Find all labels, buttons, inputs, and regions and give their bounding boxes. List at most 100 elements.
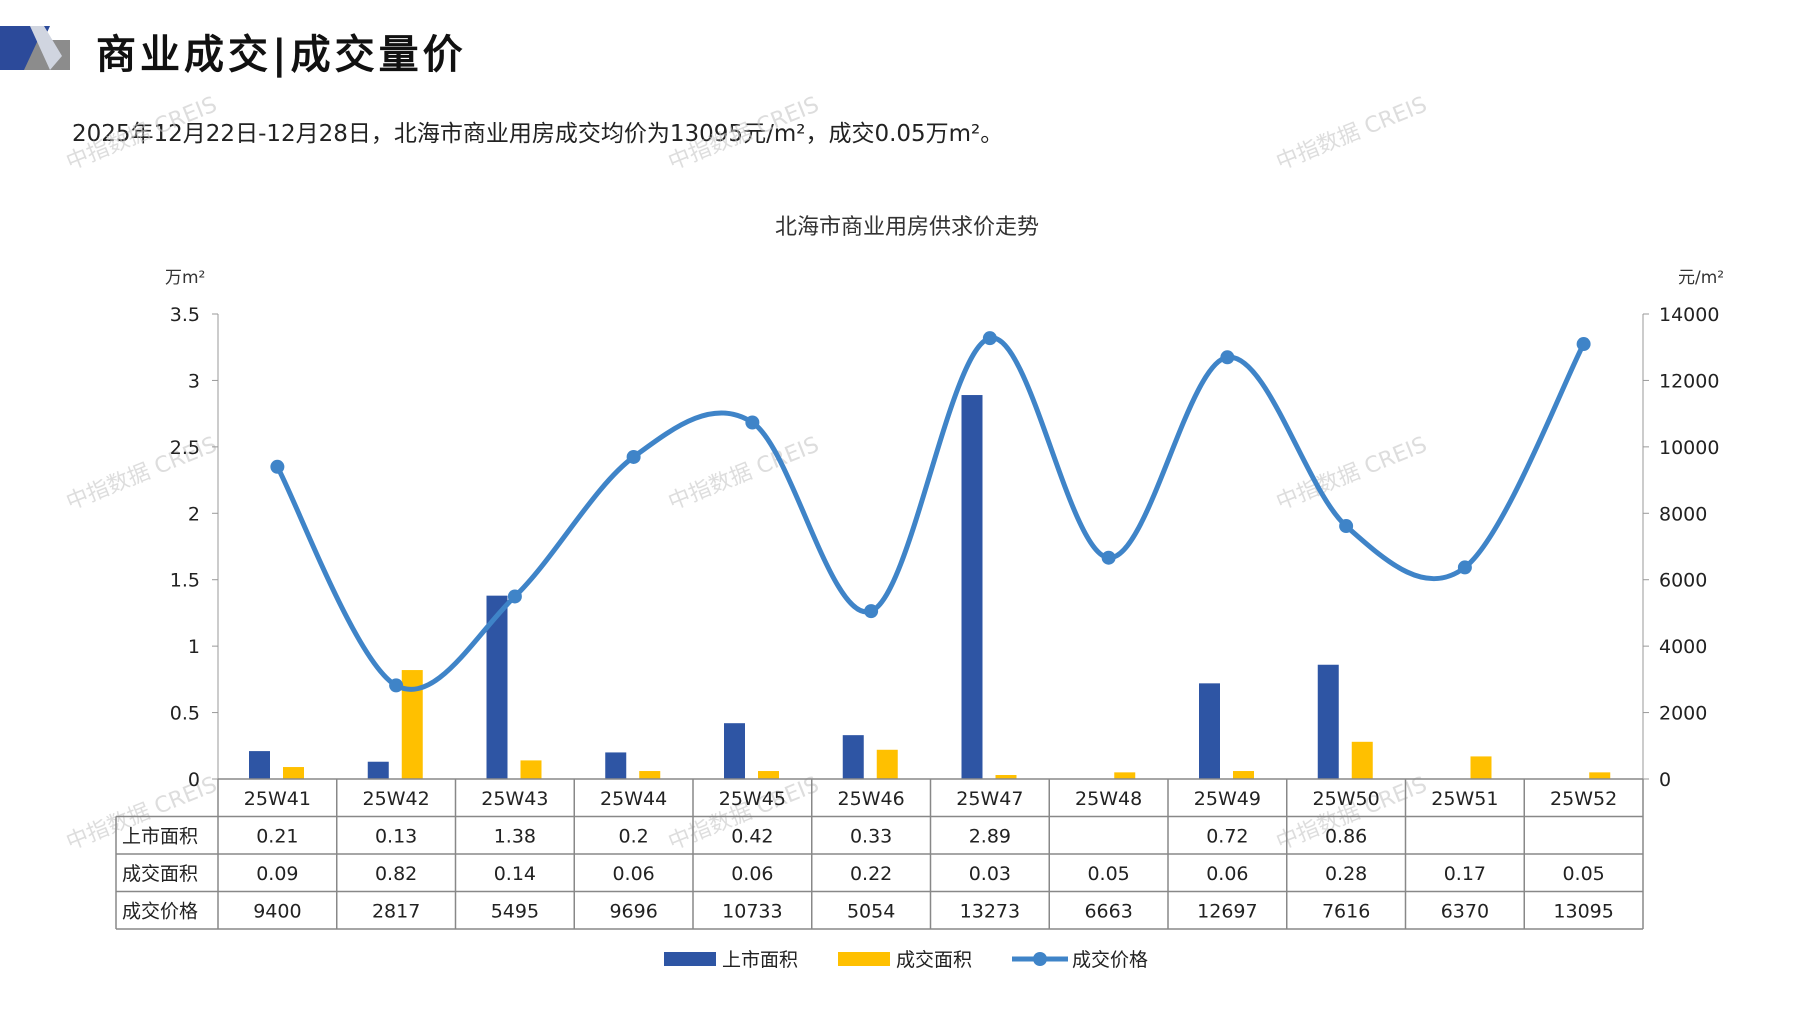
table-cell: 1.38: [494, 825, 536, 847]
price-line: [275, 335, 1586, 692]
deal-area-bar: [283, 767, 304, 779]
table-cell: 0.14: [494, 863, 536, 885]
price-point: [389, 678, 404, 693]
right-tick-label: 0: [1659, 769, 1671, 791]
supply-bar: [961, 395, 983, 779]
price-point: [982, 331, 997, 346]
price-point: [270, 459, 285, 474]
category-label: 25W46: [838, 788, 905, 810]
supply-bar: [1199, 683, 1220, 779]
category-label: 25W41: [244, 788, 311, 810]
legend-swatch-price-marker: [1033, 952, 1047, 966]
legend-label: 成交价格: [1072, 949, 1148, 971]
left-tick-label: 1.5: [170, 570, 200, 592]
deal-area-bar: [1114, 772, 1136, 779]
right-tick-label: 2000: [1659, 703, 1707, 725]
table-cell: 0.22: [850, 863, 892, 885]
table-row-label: 成交面积: [122, 863, 198, 885]
table-cell: 5495: [491, 900, 539, 922]
table-cell: 0.06: [612, 863, 654, 885]
category-label: 25W51: [1431, 788, 1498, 810]
price-point: [1101, 550, 1116, 565]
left-tick-label: 2.5: [170, 437, 200, 459]
deal-area-bar: [639, 771, 661, 779]
right-tick-label: 12000: [1659, 370, 1719, 392]
deal-area-bar: [401, 670, 423, 779]
right-tick-label: 6000: [1659, 570, 1707, 592]
legend-label: 上市面积: [722, 949, 798, 971]
table-row-label: 上市面积: [122, 825, 198, 847]
category-label: 25W50: [1313, 788, 1380, 810]
legend-swatch-supply: [664, 952, 716, 966]
left-tick-label: 3.5: [170, 304, 200, 326]
deal-area-bar: [1589, 772, 1611, 779]
table-cell: 0.05: [1087, 863, 1129, 885]
deal-area-bar: [1351, 741, 1373, 779]
table-cell: 6370: [1441, 900, 1489, 922]
supply-bar: [249, 751, 270, 779]
left-tick-label: 0.5: [170, 703, 200, 725]
table-cell: 13095: [1553, 900, 1613, 922]
supply-bar: [367, 761, 389, 779]
table-cell: 13273: [960, 900, 1020, 922]
table-row-label: 成交价格: [122, 900, 198, 922]
left-tick-label: 3: [188, 370, 200, 392]
table-cell: 0.28: [1325, 863, 1367, 885]
supply-bar: [842, 735, 864, 779]
legend-swatch-deal-area: [838, 952, 890, 966]
price-point: [864, 604, 879, 619]
table-cell: 0.03: [969, 863, 1011, 885]
table-cell: 0.33: [850, 825, 892, 847]
category-label: 25W48: [1075, 788, 1142, 810]
table-cell: 2817: [372, 900, 420, 922]
right-tick-label: 4000: [1659, 636, 1707, 658]
right-axis-unit: 元/m²: [1678, 268, 1724, 288]
supply-bar: [724, 723, 745, 779]
watermark-text: 中指数据 CREIS: [665, 92, 823, 175]
deal-area-bar: [520, 760, 542, 779]
left-tick-label: 0: [188, 769, 200, 791]
supply-bar: [1317, 664, 1339, 779]
price-point: [1220, 350, 1235, 365]
table-cell: 0.42: [731, 825, 773, 847]
category-label: 25W45: [719, 788, 786, 810]
left-tick-label: 2: [188, 503, 200, 525]
table-cell: 0.17: [1444, 863, 1486, 885]
price-point: [1339, 519, 1354, 534]
summary-text: 2025年12月22日-12月28日，北海市商业用房成交均价为13095元/m²…: [72, 121, 1004, 147]
watermark-text: 中指数据 CREIS: [1273, 92, 1431, 175]
table-cell: 0.09: [256, 863, 298, 885]
price-point: [745, 415, 760, 430]
supply-bar: [486, 595, 508, 779]
price-point: [507, 589, 522, 604]
table-cell: 9696: [609, 900, 657, 922]
deal-area-bar: [876, 749, 898, 779]
deal-area-bar: [995, 775, 1017, 779]
table-cell: 7616: [1322, 900, 1370, 922]
category-label: 25W49: [1194, 788, 1261, 810]
table-cell: 6663: [1084, 900, 1132, 922]
deal-area-bar: [758, 771, 779, 779]
table-cell: 0.72: [1206, 825, 1248, 847]
right-tick-label: 8000: [1659, 503, 1707, 525]
legend-label: 成交面积: [896, 949, 972, 971]
watermark-text: 中指数据 CREIS: [63, 92, 221, 175]
table-cell: 9400: [253, 900, 301, 922]
table-cell: 0.2: [619, 825, 649, 847]
table-cell: 0.21: [256, 825, 298, 847]
table-cell: 0.86: [1325, 825, 1367, 847]
supply-bar: [605, 752, 627, 779]
left-axis-unit: 万m²: [165, 268, 205, 288]
category-label: 25W42: [363, 788, 430, 810]
table-cell: 0.05: [1562, 863, 1604, 885]
right-tick-label: 10000: [1659, 437, 1719, 459]
price-point: [1457, 560, 1472, 575]
chart-title: 北海市商业用房供求价走势: [775, 215, 1039, 240]
table-cell: 0.06: [1206, 863, 1248, 885]
price-point: [1576, 337, 1591, 352]
category-label: 25W44: [600, 788, 667, 810]
table-cell: 5054: [847, 900, 895, 922]
category-label: 25W52: [1550, 788, 1617, 810]
table-cell: 2.89: [969, 825, 1011, 847]
